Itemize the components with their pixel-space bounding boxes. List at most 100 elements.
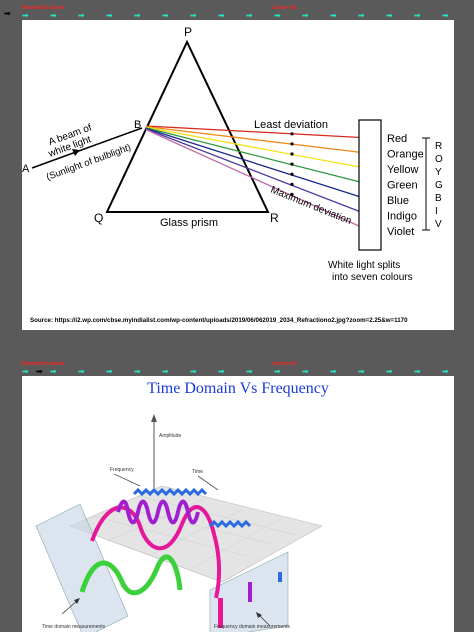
point-b: B <box>134 119 141 131</box>
ray-red <box>145 125 371 139</box>
ray-blue <box>145 127 371 201</box>
ray-arrow-icon <box>290 192 294 197</box>
time-frequency-panel: Time Domain Vs Frequency Amplitude Frequ… <box>22 376 454 632</box>
frequency-domain-label: Frequency domain measurements <box>214 624 290 630</box>
nav-arrow-icon[interactable]: ➡ <box>386 367 393 376</box>
nav-arrow-icon[interactable]: ➡ <box>442 367 449 376</box>
incident-ray <box>31 127 143 169</box>
nav-arrow-icon[interactable]: ➡ <box>330 367 337 376</box>
nav-arrow-icon[interactable]: ➡ <box>218 367 225 376</box>
vibgyor-letter: Y <box>435 167 442 178</box>
colour-label-orange: Orange <box>387 149 424 161</box>
nav-arrow-icon[interactable]: ➡ <box>106 11 113 20</box>
axis-frequency-label: Frequency <box>110 467 134 473</box>
nav-arrow-icon[interactable]: ➡ <box>50 11 57 20</box>
nav-arrow-icon[interactable]: ➡ <box>442 11 449 20</box>
prism-label: Glass prism <box>160 217 218 229</box>
ray-indigo <box>145 128 371 217</box>
time-domain-label: Time domain measurements <box>42 624 106 630</box>
nav-arrow-icon[interactable]: ➡ <box>106 367 113 376</box>
ray-orange <box>145 125 371 155</box>
vertex-p: P <box>184 25 192 39</box>
slide-header-right: Lecture 61 <box>272 361 298 367</box>
axis-amplitude-label: Amplitude <box>159 433 181 439</box>
nav-arrow-icon[interactable]: ➡ <box>358 367 365 376</box>
amplitude-arrow-icon <box>151 414 157 422</box>
spectrum-bar-blue <box>278 572 282 582</box>
ray-green <box>145 127 371 186</box>
vibgyor-letter: R <box>435 141 442 152</box>
nav-arrow-icon[interactable]: ➡ <box>414 367 421 376</box>
nav-arrow-icon[interactable]: ➡ <box>274 11 281 20</box>
colour-label-blue: Blue <box>387 195 409 207</box>
ray-arrow-icon <box>290 152 294 156</box>
slide-header-right: Lecture 61 <box>272 5 298 11</box>
slide-nav-bar: Recorded Lecture ➡ ➡ ➡ ➡ ➡ ➡ ➡ ➡ ➡ ➡ Lec… <box>0 356 474 378</box>
nav-arrow-icon[interactable]: ➡ <box>386 11 393 20</box>
nav-arrow-icon[interactable]: ➡ <box>330 11 337 20</box>
nav-arrow-icon[interactable]: ➡ <box>414 11 421 20</box>
nav-arrow-icon[interactable]: ➡ <box>4 9 11 18</box>
nav-arrow-icon[interactable]: ➡ <box>246 367 253 376</box>
spectrum-bar-magenta <box>218 598 223 628</box>
colour-label-indigo: Indigo <box>387 211 417 223</box>
vibgyor-letter: V <box>435 219 442 230</box>
caption-line1: White light splits <box>328 260 400 271</box>
slide-title: Time Domain Vs Frequency <box>147 380 329 397</box>
vertex-r: R <box>270 211 279 225</box>
ray-yellow <box>145 126 371 170</box>
nav-arrow-icon[interactable]: ➡ <box>302 11 309 20</box>
time-domain-wave <box>79 554 183 596</box>
least-deviation-label: Least deviation <box>254 119 328 131</box>
point-a: A <box>22 163 30 175</box>
nav-arrow-icon[interactable]: ➡ <box>218 11 225 20</box>
nav-arrow-icon[interactable]: ➡ <box>274 367 281 376</box>
ray-arrow-icon <box>290 162 294 166</box>
nav-arrow-icon[interactable]: ➡ <box>162 367 169 376</box>
caption-line2: into seven colours <box>332 272 413 283</box>
prism-triangle <box>105 39 270 213</box>
vibgyor-letter: O <box>435 154 443 165</box>
vibgyor-letter: B <box>435 193 442 204</box>
spectrum-bar-purple <box>248 582 252 602</box>
nav-arrow-icon[interactable]: ➡ <box>190 367 197 376</box>
colour-label-yellow: Yellow <box>387 164 418 176</box>
source-citation: Source: https://i2.wp.com/cbse.myindiali… <box>30 317 408 324</box>
nav-arrow-icon[interactable]: ➡ <box>162 11 169 20</box>
axis-time-label: Time <box>192 469 203 475</box>
nav-arrow-icon[interactable]: ➡ <box>246 11 253 20</box>
nav-arrow-icon[interactable]: ➡ <box>78 11 85 20</box>
slide-header-left: Recorded Lecture <box>22 5 65 11</box>
nav-arrow-icon[interactable]: ➡ <box>190 11 197 20</box>
nav-arrow-icon[interactable]: ➡ <box>36 367 43 376</box>
screen <box>358 119 382 251</box>
nav-arrow-icon[interactable]: ➡ <box>358 11 365 20</box>
nav-arrow-icon[interactable]: ➡ <box>78 367 85 376</box>
vertex-q: Q <box>94 211 103 225</box>
time-domain-plane <box>35 503 129 632</box>
slide-prism: ➡ Recorded Lecture ➡ ➡ ➡ ➡ ➡ ➡ ➡ ➡ ➡ Lec… <box>0 0 474 330</box>
colour-label-green: Green <box>387 180 418 192</box>
time-frequency-diagram: Amplitude Frequency Time <box>35 414 323 632</box>
nav-arrow-icon[interactable]: ➡ <box>22 11 29 20</box>
colour-labels: Red Orange Yellow Green Blue Indigo Violet <box>387 133 424 238</box>
nav-arrow-icon[interactable]: ➡ <box>302 367 309 376</box>
nav-arrow-icon[interactable]: ➡ <box>134 367 141 376</box>
slide-time-frequency: Recorded Lecture ➡ ➡ ➡ ➡ ➡ ➡ ➡ ➡ ➡ ➡ Lec… <box>0 356 474 632</box>
nav-arrow-icon[interactable]: ➡ <box>50 367 57 376</box>
ray-violet <box>145 129 371 232</box>
slide-nav-bar: ➡ Recorded Lecture ➡ ➡ ➡ ➡ ➡ ➡ ➡ ➡ ➡ Lec… <box>0 0 474 22</box>
slide-header-left: Recorded Lecture <box>22 361 65 367</box>
colour-label-red: Red <box>387 133 407 145</box>
nav-arrow-icon[interactable]: ➡ <box>134 11 141 20</box>
ray-arrow-icon <box>290 172 294 176</box>
nav-arrow-icon[interactable]: ➡ <box>22 367 29 376</box>
vibgyor-letter: G <box>435 180 443 191</box>
incident-ray-arrow-icon <box>72 149 80 156</box>
frequency-component-purple <box>116 499 200 525</box>
vibgyor-letter: I <box>435 206 438 217</box>
ray-arrow-icon <box>290 142 294 146</box>
